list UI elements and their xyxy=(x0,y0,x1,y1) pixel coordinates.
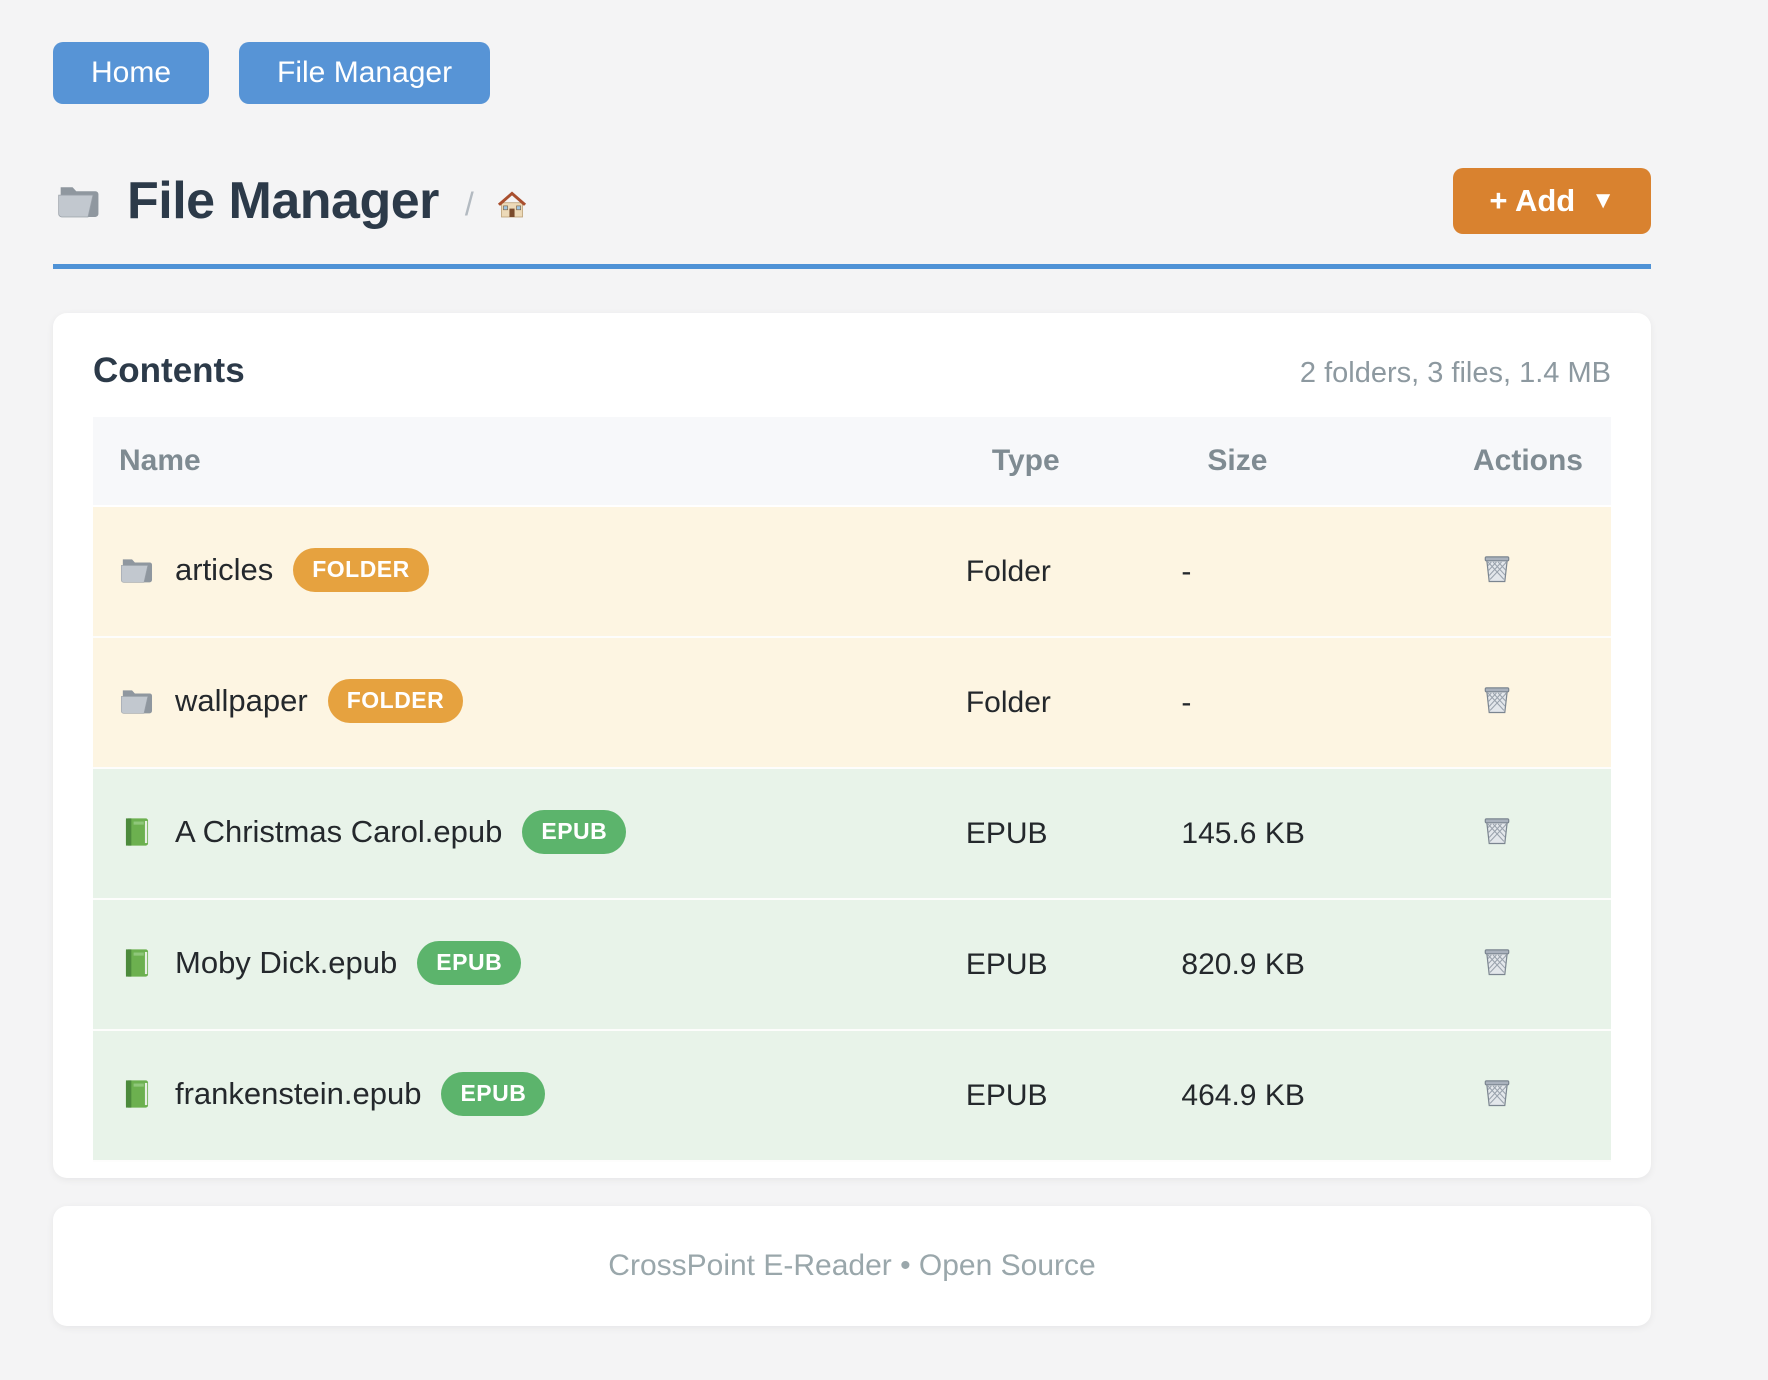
green-book-icon xyxy=(125,818,149,846)
folder-icon xyxy=(58,186,99,218)
trash-icon xyxy=(1484,948,1510,975)
type-badge: EPUB xyxy=(417,941,522,985)
item-type: EPUB xyxy=(965,899,1182,1031)
page-title: File Manager xyxy=(127,172,439,230)
item-name-link[interactable]: Moby Dick.epub xyxy=(175,945,398,980)
column-header-size: Size xyxy=(1181,417,1431,507)
delete-button[interactable] xyxy=(1479,680,1515,718)
item-name-link[interactable]: frankenstein.epub xyxy=(175,1076,422,1111)
folder-icon xyxy=(120,690,153,714)
column-header-type: Type xyxy=(965,417,1182,507)
top-nav: Home File Manager xyxy=(53,42,1651,104)
delete-button[interactable] xyxy=(1479,1073,1515,1111)
green-book-icon xyxy=(125,949,149,977)
nav-file-manager-button[interactable]: File Manager xyxy=(239,42,491,104)
contents-heading: Contents xyxy=(93,351,245,390)
file-table: Name Type Size Actions articles FOLDER F… xyxy=(93,417,1611,1162)
title-underline xyxy=(53,264,1651,269)
item-size: - xyxy=(1181,506,1431,638)
item-name-link[interactable]: A Christmas Carol.epub xyxy=(175,814,503,849)
folder-icon xyxy=(120,559,153,583)
item-name-link[interactable]: articles xyxy=(175,552,274,587)
trash-icon xyxy=(1484,686,1510,713)
table-row[interactable]: wallpaper FOLDER Folder - xyxy=(93,637,1611,769)
file-manager-page: Home File Manager File Manager / + Add ▼… xyxy=(53,42,1651,1326)
type-badge: EPUB xyxy=(441,1072,546,1116)
type-badge: EPUB xyxy=(522,810,627,854)
breadcrumb-separator: / xyxy=(464,185,474,222)
chevron-down-icon: ▼ xyxy=(1591,187,1615,214)
contents-card: Contents 2 folders, 3 files, 1.4 MB Name… xyxy=(53,313,1651,1178)
type-badge: FOLDER xyxy=(327,679,464,723)
trash-icon xyxy=(1484,555,1510,582)
table-row[interactable]: A Christmas Carol.epub EPUB EPUB 145.6 K… xyxy=(93,768,1611,900)
item-type: EPUB xyxy=(965,1030,1182,1162)
item-type: EPUB xyxy=(965,768,1182,900)
green-book-icon xyxy=(125,1080,149,1108)
item-size: 145.6 KB xyxy=(1181,768,1431,900)
item-size: 820.9 KB xyxy=(1181,899,1431,1031)
footer-card: CrossPoint E-Reader • Open Source xyxy=(53,1206,1651,1326)
trash-icon xyxy=(1484,1079,1510,1106)
item-size: - xyxy=(1181,637,1431,769)
table-row[interactable]: Moby Dick.epub EPUB EPUB 820.9 KB xyxy=(93,899,1611,1031)
file-table-body: articles FOLDER Folder - wallpaper FOLDE… xyxy=(93,506,1611,1162)
trash-icon xyxy=(1484,817,1510,844)
contents-summary: 2 folders, 3 files, 1.4 MB xyxy=(1299,357,1611,389)
table-row[interactable]: frankenstein.epub EPUB EPUB 464.9 KB xyxy=(93,1030,1611,1162)
delete-button[interactable] xyxy=(1479,942,1515,980)
add-button-label: + Add xyxy=(1489,183,1576,218)
item-type: Folder xyxy=(965,506,1182,638)
page-header: File Manager / + Add ▼ xyxy=(53,168,1651,234)
column-header-name: Name xyxy=(93,417,966,507)
table-row[interactable]: articles FOLDER Folder - xyxy=(93,506,1611,638)
home-icon[interactable] xyxy=(492,187,532,223)
item-type: Folder xyxy=(965,637,1182,769)
item-name-link[interactable]: wallpaper xyxy=(175,683,308,718)
column-header-actions: Actions xyxy=(1430,417,1611,507)
add-button[interactable]: + Add ▼ xyxy=(1453,168,1651,234)
delete-button[interactable] xyxy=(1479,549,1515,587)
footer-text: CrossPoint E-Reader • Open Source xyxy=(608,1249,1096,1282)
item-size: 464.9 KB xyxy=(1181,1030,1431,1162)
type-badge: FOLDER xyxy=(293,548,429,592)
nav-home-button[interactable]: Home xyxy=(53,42,210,104)
table-header-row: Name Type Size Actions xyxy=(93,417,1611,507)
delete-button[interactable] xyxy=(1479,811,1515,849)
